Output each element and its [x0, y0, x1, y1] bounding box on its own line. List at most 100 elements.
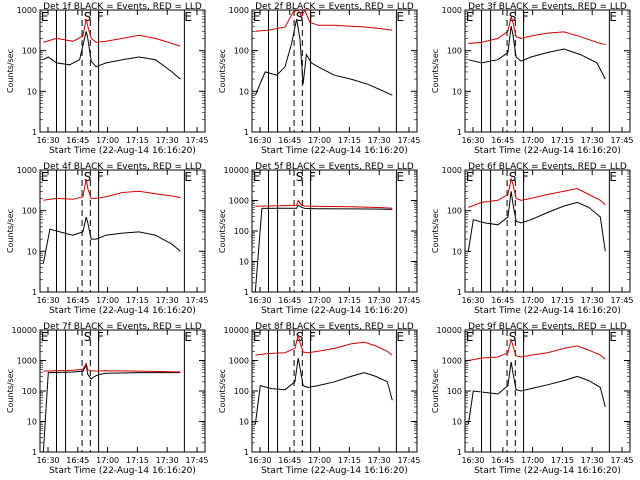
region-label: E: [184, 170, 192, 184]
region-label: S: [509, 330, 517, 344]
series-line-black: [254, 204, 393, 293]
panel-title: Det 8f BLACK = Events, RED = LLD: [255, 322, 414, 332]
y-tick-label: 100: [22, 387, 37, 396]
region-label: E: [184, 10, 192, 24]
x-tick-label: 17:15: [551, 456, 574, 465]
region-label: E: [609, 10, 617, 24]
region-label: E: [466, 330, 474, 344]
y-tick-label: 1000: [229, 6, 249, 15]
x-tick-label: 16:30: [248, 296, 271, 305]
region-label: E: [396, 10, 404, 24]
x-tick-label: 17:30: [156, 136, 179, 145]
series-line-black: [467, 361, 606, 425]
x-tick-label: 16:30: [36, 296, 59, 305]
x-axis-label: Start Time (22-Aug-14 16:16:20): [261, 306, 408, 316]
region-label: E: [253, 330, 261, 344]
x-axis-label: Start Time (22-Aug-14 16:16:20): [261, 146, 408, 156]
y-tick-label: 10000: [437, 326, 462, 335]
y-tick-label: 1000: [442, 6, 462, 15]
plot-frame: [464, 329, 631, 453]
y-axis-label: Counts/sec: [218, 209, 227, 253]
x-tick-label: 17:15: [338, 296, 361, 305]
x-tick-label: 17:00: [308, 456, 331, 465]
panel-title: Det 4f BLACK = Events, RED = LLD: [43, 162, 202, 172]
region-label: S: [296, 330, 304, 344]
x-tick-label: 17:30: [156, 456, 179, 465]
y-tick-label: 1: [32, 128, 37, 137]
x-tick-label: 17:00: [96, 456, 119, 465]
x-tick-label: 17:45: [397, 136, 420, 145]
series-line-black: [42, 363, 181, 453]
x-tick-label: 16:30: [248, 456, 271, 465]
region-label: S: [509, 10, 517, 24]
x-axis-label: Start Time (22-Aug-14 16:16:20): [49, 306, 196, 316]
series-line-black: [467, 191, 606, 252]
region-label: F: [309, 170, 316, 184]
x-tick-label: 17:45: [397, 296, 420, 305]
x-tick-label: 16:30: [248, 136, 271, 145]
y-tick-label: 1000: [442, 166, 462, 175]
x-tick-label: 16:30: [36, 456, 59, 465]
region-label: F: [97, 170, 104, 184]
region-label: F: [309, 330, 316, 344]
series-line-black: [42, 216, 181, 264]
y-tick-label: 100: [447, 207, 462, 216]
y-tick-label: 10: [239, 258, 249, 267]
x-tick-label: 17:15: [551, 296, 574, 305]
x-tick-label: 16:45: [491, 456, 514, 465]
y-tick-label: 100: [234, 227, 249, 236]
panel-title: Det 9f BLACK = Events, RED = LLD: [468, 322, 627, 332]
region-label: E: [253, 10, 261, 24]
y-tick-label: 1: [32, 448, 37, 457]
region-label: S: [296, 170, 304, 184]
x-tick-label: 16:30: [461, 456, 484, 465]
y-tick-label: 100: [234, 47, 249, 56]
x-tick-label: 16:45: [278, 136, 301, 145]
x-tick-label: 17:00: [521, 456, 544, 465]
plot-frame: [464, 169, 631, 293]
region-label: E: [184, 330, 192, 344]
plot-frame: [251, 169, 418, 293]
x-tick-label: 16:45: [491, 136, 514, 145]
y-tick-label: 1: [244, 448, 249, 457]
x-tick-label: 17:00: [521, 136, 544, 145]
y-tick-label: 1000: [442, 357, 462, 366]
panel-title: Det 1f BLACK = Events, RED = LLD: [43, 2, 202, 12]
region-label: S: [84, 10, 92, 24]
x-tick-label: 17:45: [185, 456, 208, 465]
series-line-red: [468, 177, 606, 208]
y-tick-label: 100: [22, 47, 37, 56]
x-tick-label: 17:15: [126, 456, 149, 465]
y-axis-label: Counts/sec: [218, 49, 227, 93]
x-axis-label: Start Time (22-Aug-14 16:16:20): [49, 466, 196, 476]
region-label: E: [253, 170, 261, 184]
panel-title: Det 3f BLACK = Events, RED = LLD: [468, 2, 627, 12]
region-label: E: [41, 330, 49, 344]
series-line-black: [254, 18, 393, 96]
region-label: F: [309, 10, 316, 24]
y-tick-label: 10000: [224, 166, 249, 175]
y-tick-label: 1: [244, 288, 249, 297]
y-tick-label: 100: [22, 207, 37, 216]
x-tick-label: 16:45: [278, 296, 301, 305]
x-tick-label: 17:00: [96, 296, 119, 305]
region-label: S: [509, 170, 517, 184]
x-tick-label: 17:15: [338, 136, 361, 145]
y-tick-label: 10: [239, 418, 249, 427]
y-tick-label: 10: [27, 87, 37, 96]
region-label: F: [97, 330, 104, 344]
x-tick-label: 16:45: [66, 296, 89, 305]
x-tick-label: 17:00: [96, 136, 119, 145]
y-tick-label: 1000: [17, 166, 37, 175]
region-label: F: [97, 10, 104, 24]
series-line-red: [43, 362, 181, 373]
x-tick-label: 17:15: [126, 136, 149, 145]
x-tick-label: 17:30: [581, 136, 604, 145]
region-label: S: [84, 170, 92, 184]
x-tick-label: 17:15: [551, 136, 574, 145]
x-tick-label: 17:15: [338, 456, 361, 465]
